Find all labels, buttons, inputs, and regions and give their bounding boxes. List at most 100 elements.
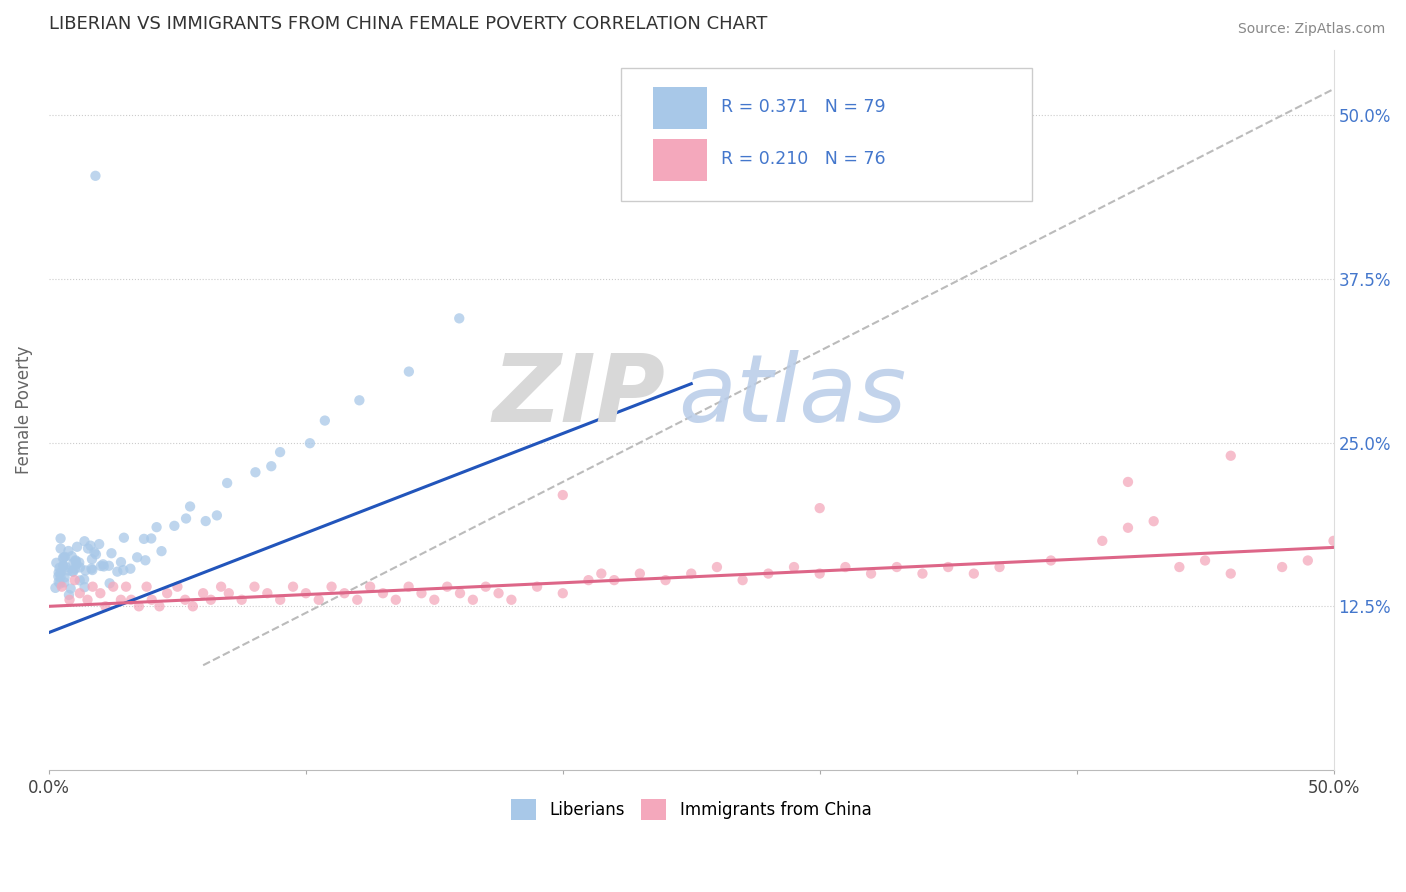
Point bbox=[628, 566, 651, 581]
Point bbox=[1194, 553, 1216, 567]
Point bbox=[94, 599, 117, 614]
Point bbox=[77, 541, 100, 556]
Point bbox=[73, 534, 96, 549]
Point bbox=[150, 544, 173, 558]
Point bbox=[62, 556, 84, 570]
Point bbox=[200, 592, 222, 607]
Point bbox=[132, 532, 155, 546]
Point bbox=[1271, 560, 1294, 574]
Point bbox=[112, 563, 135, 577]
Point bbox=[474, 580, 496, 594]
Point bbox=[105, 565, 128, 579]
Point bbox=[141, 592, 163, 607]
Point bbox=[67, 556, 90, 570]
Point bbox=[243, 580, 266, 594]
Point bbox=[654, 573, 676, 587]
Point bbox=[681, 566, 703, 581]
Point bbox=[65, 553, 87, 567]
Point bbox=[860, 566, 883, 581]
Point bbox=[48, 561, 70, 575]
Point bbox=[115, 580, 138, 594]
Point bbox=[281, 580, 304, 594]
Text: ZIP: ZIP bbox=[492, 350, 665, 442]
Point bbox=[756, 566, 779, 581]
Point bbox=[461, 592, 484, 607]
Point bbox=[63, 573, 86, 587]
Point bbox=[1168, 560, 1191, 574]
Point bbox=[48, 566, 70, 580]
Point bbox=[53, 570, 76, 584]
Point bbox=[936, 560, 959, 574]
Text: LIBERIAN VS IMMIGRANTS FROM CHINA FEMALE POVERTY CORRELATION CHART: LIBERIAN VS IMMIGRANTS FROM CHINA FEMALE… bbox=[49, 15, 768, 33]
Point bbox=[423, 592, 446, 607]
Point bbox=[52, 558, 75, 573]
Point bbox=[385, 592, 408, 607]
Point bbox=[1296, 553, 1319, 567]
FancyBboxPatch shape bbox=[652, 87, 707, 129]
Point bbox=[49, 532, 72, 546]
Point bbox=[436, 580, 458, 594]
Point bbox=[209, 580, 232, 594]
Point bbox=[110, 555, 132, 569]
Point bbox=[245, 465, 267, 479]
Point bbox=[79, 539, 101, 553]
Point bbox=[269, 592, 291, 607]
Point bbox=[135, 580, 157, 594]
Point bbox=[163, 518, 186, 533]
Point bbox=[181, 599, 204, 614]
Point bbox=[260, 459, 283, 474]
Point bbox=[578, 573, 600, 587]
Point bbox=[90, 559, 112, 574]
Point bbox=[1116, 475, 1139, 489]
Point bbox=[321, 580, 343, 594]
Point bbox=[120, 592, 142, 607]
Point bbox=[398, 365, 420, 379]
Point bbox=[103, 580, 125, 594]
Point bbox=[82, 563, 104, 577]
Point bbox=[49, 541, 72, 556]
Text: Source: ZipAtlas.com: Source: ZipAtlas.com bbox=[1237, 22, 1385, 37]
Point bbox=[449, 586, 471, 600]
Point bbox=[76, 592, 98, 607]
Point bbox=[218, 586, 240, 600]
Point bbox=[886, 560, 908, 574]
Point bbox=[97, 558, 120, 573]
Point bbox=[314, 413, 336, 427]
Point bbox=[80, 552, 103, 566]
Point bbox=[89, 537, 111, 551]
Point bbox=[349, 393, 371, 408]
Point bbox=[110, 592, 132, 607]
Point bbox=[591, 566, 613, 581]
Point bbox=[45, 556, 67, 570]
Point bbox=[100, 546, 122, 560]
Point bbox=[174, 511, 197, 525]
Point bbox=[59, 582, 82, 596]
Point bbox=[551, 586, 574, 600]
Point bbox=[52, 550, 75, 565]
Point bbox=[44, 581, 66, 595]
Point bbox=[84, 169, 107, 183]
Point bbox=[63, 562, 86, 576]
Point bbox=[120, 562, 142, 576]
Point bbox=[141, 532, 163, 546]
Point bbox=[359, 580, 381, 594]
Point bbox=[298, 436, 321, 450]
Point bbox=[80, 561, 103, 575]
Point bbox=[73, 580, 96, 594]
Point bbox=[205, 508, 228, 523]
Point bbox=[91, 558, 114, 572]
Text: atlas: atlas bbox=[679, 350, 907, 441]
Point bbox=[82, 580, 104, 594]
Point bbox=[603, 573, 626, 587]
Point bbox=[526, 580, 548, 594]
Point bbox=[1091, 533, 1114, 548]
Point bbox=[69, 574, 91, 588]
Text: R = 0.210   N = 76: R = 0.210 N = 76 bbox=[721, 150, 886, 169]
Point bbox=[49, 566, 72, 580]
Point bbox=[84, 547, 107, 561]
Point bbox=[66, 540, 89, 554]
Point bbox=[488, 586, 510, 600]
Point bbox=[551, 488, 574, 502]
Point bbox=[127, 550, 149, 565]
Point bbox=[53, 575, 76, 590]
